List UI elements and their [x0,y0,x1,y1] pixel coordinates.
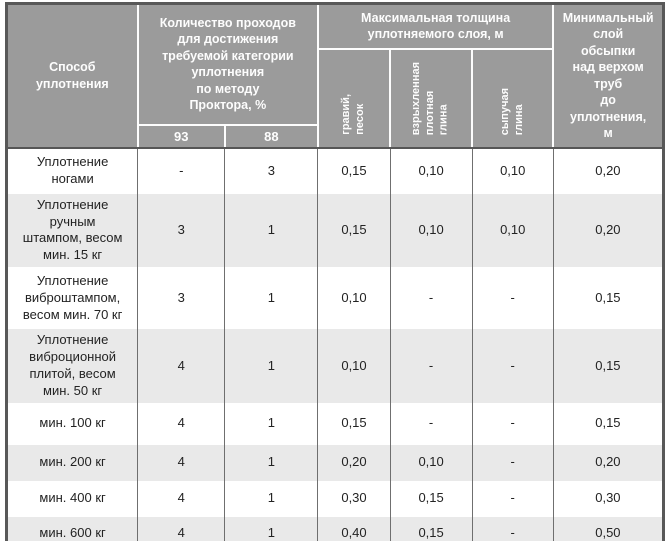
table-body: Уплотнение ногами - 3 0,15 0,10 0,10 0,2… [5,147,665,541]
cell-gravel: 0,15 [317,147,391,194]
cell-loose-clay: - [471,444,554,481]
cell-dense-clay: - [389,329,473,403]
cell-p93: 3 [137,267,226,330]
cell-dense-clay: 0,10 [389,444,473,481]
cell-p93: 4 [137,480,226,517]
cell-method: Уплотнение ручным штампом, весом мин. 15… [5,193,139,268]
cell-p88: 3 [224,147,319,194]
cell-loose-clay: - [471,480,554,517]
cell-gravel: 0,15 [317,402,391,445]
header-93: 93 [136,123,226,149]
cell-method: Уплотнение ногами [5,147,139,194]
cell-gravel: 0,10 [317,329,391,403]
cell-p93: 4 [137,444,226,481]
header-min-cover: Минимальный слой обсыпки над верхом труб… [552,2,665,149]
header-row-soils: гравий, песок взрыхленная плотная глина … [7,47,664,149]
cell-cover: 0,30 [552,480,665,517]
cell-p88: 1 [224,193,319,268]
cell-dense-clay: - [389,267,473,330]
header-soil-gravel-sand: гравий, песок [316,47,392,149]
cell-p88: 1 [224,329,319,403]
table-row: Уплотнение ручным штампом, весом мин. 15… [5,193,665,268]
cell-gravel: 0,20 [317,444,391,481]
header-row-groups: Способ уплотнения Количество проходов дл… [5,2,665,149]
rotated-label: гравий, песок [340,94,366,136]
table-row: Уплотнение виброционной плитой, весом ми… [5,329,665,403]
header-88: 88 [223,123,319,149]
table-row: Уплотнение ногами - 3 0,15 0,10 0,10 0,2… [5,147,665,194]
rotated-label: взрыхленная плотная глина [410,61,450,136]
header-thickness-group: Максимальная толщина уплотняемого слоя, … [316,2,555,50]
cell-loose-clay: - [471,516,554,541]
header-method: Способ уплотнения [5,2,139,149]
cell-p93: 3 [137,193,226,268]
rotated-label: сыпучая глина [498,87,525,136]
table-row: мин. 400 кг 4 1 0,30 0,15 - 0,30 [5,480,665,517]
cell-method: мин. 100 кг [5,402,139,445]
table-header: Способ уплотнения Количество проходов дл… [5,2,665,149]
cell-loose-clay: 0,10 [471,147,554,194]
cell-gravel: 0,10 [317,267,391,330]
cell-p88: 1 [224,480,319,517]
cell-dense-clay: 0,15 [389,516,473,541]
cell-dense-clay: 0,15 [389,480,473,517]
cell-loose-clay: - [471,267,554,330]
cell-p93: - [137,147,226,194]
cell-gravel: 0,15 [317,193,391,268]
cell-dense-clay: 0,10 [389,147,473,194]
cell-gravel: 0,40 [317,516,391,541]
table-row: мин. 200 кг 4 1 0,20 0,10 - 0,20 [5,444,665,481]
cell-cover: 0,15 [552,267,665,330]
cell-dense-clay: - [389,402,473,445]
cell-method: мин. 600 кг [5,516,139,541]
header-soil-loose-clay: сыпучая глина [471,47,555,149]
cell-cover: 0,15 [552,402,665,445]
cell-p88: 1 [224,516,319,541]
header-row-percent: 93 88 [7,123,664,149]
cell-cover: 0,15 [552,329,665,403]
cell-method: мин. 400 кг [5,480,139,517]
cell-loose-clay: - [471,402,554,445]
cell-cover: 0,20 [552,193,665,268]
cell-p93: 4 [137,329,226,403]
table-row: мин. 600 кг 4 1 0,40 0,15 - 0,50 [5,516,665,541]
compaction-table: Способ уплотнения Количество проходов дл… [5,2,665,541]
header-soil-loosened-dense-clay: взрыхленная плотная глина [389,47,474,149]
cell-method: Уплотнение виброционной плитой, весом ми… [5,329,139,403]
header-passes-group: Количество проходов для достижения требу… [136,2,319,126]
cell-loose-clay: 0,10 [471,193,554,268]
cell-dense-clay: 0,10 [389,193,473,268]
cell-method: мин. 200 кг [5,444,139,481]
cell-cover: 0,50 [552,516,665,541]
cell-gravel: 0,30 [317,480,391,517]
cell-cover: 0,20 [552,147,665,194]
cell-p88: 1 [224,267,319,330]
cell-cover: 0,20 [552,444,665,481]
table-row: Уплотнение виброштампом, весом мин. 70 к… [5,267,665,330]
cell-method: Уплотнение виброштампом, весом мин. 70 к… [5,267,139,330]
table-row: мин. 100 кг 4 1 0,15 - - 0,15 [5,402,665,445]
cell-p93: 4 [137,402,226,445]
cell-p88: 1 [224,402,319,445]
cell-p88: 1 [224,444,319,481]
cell-p93: 4 [137,516,226,541]
cell-loose-clay: - [471,329,554,403]
